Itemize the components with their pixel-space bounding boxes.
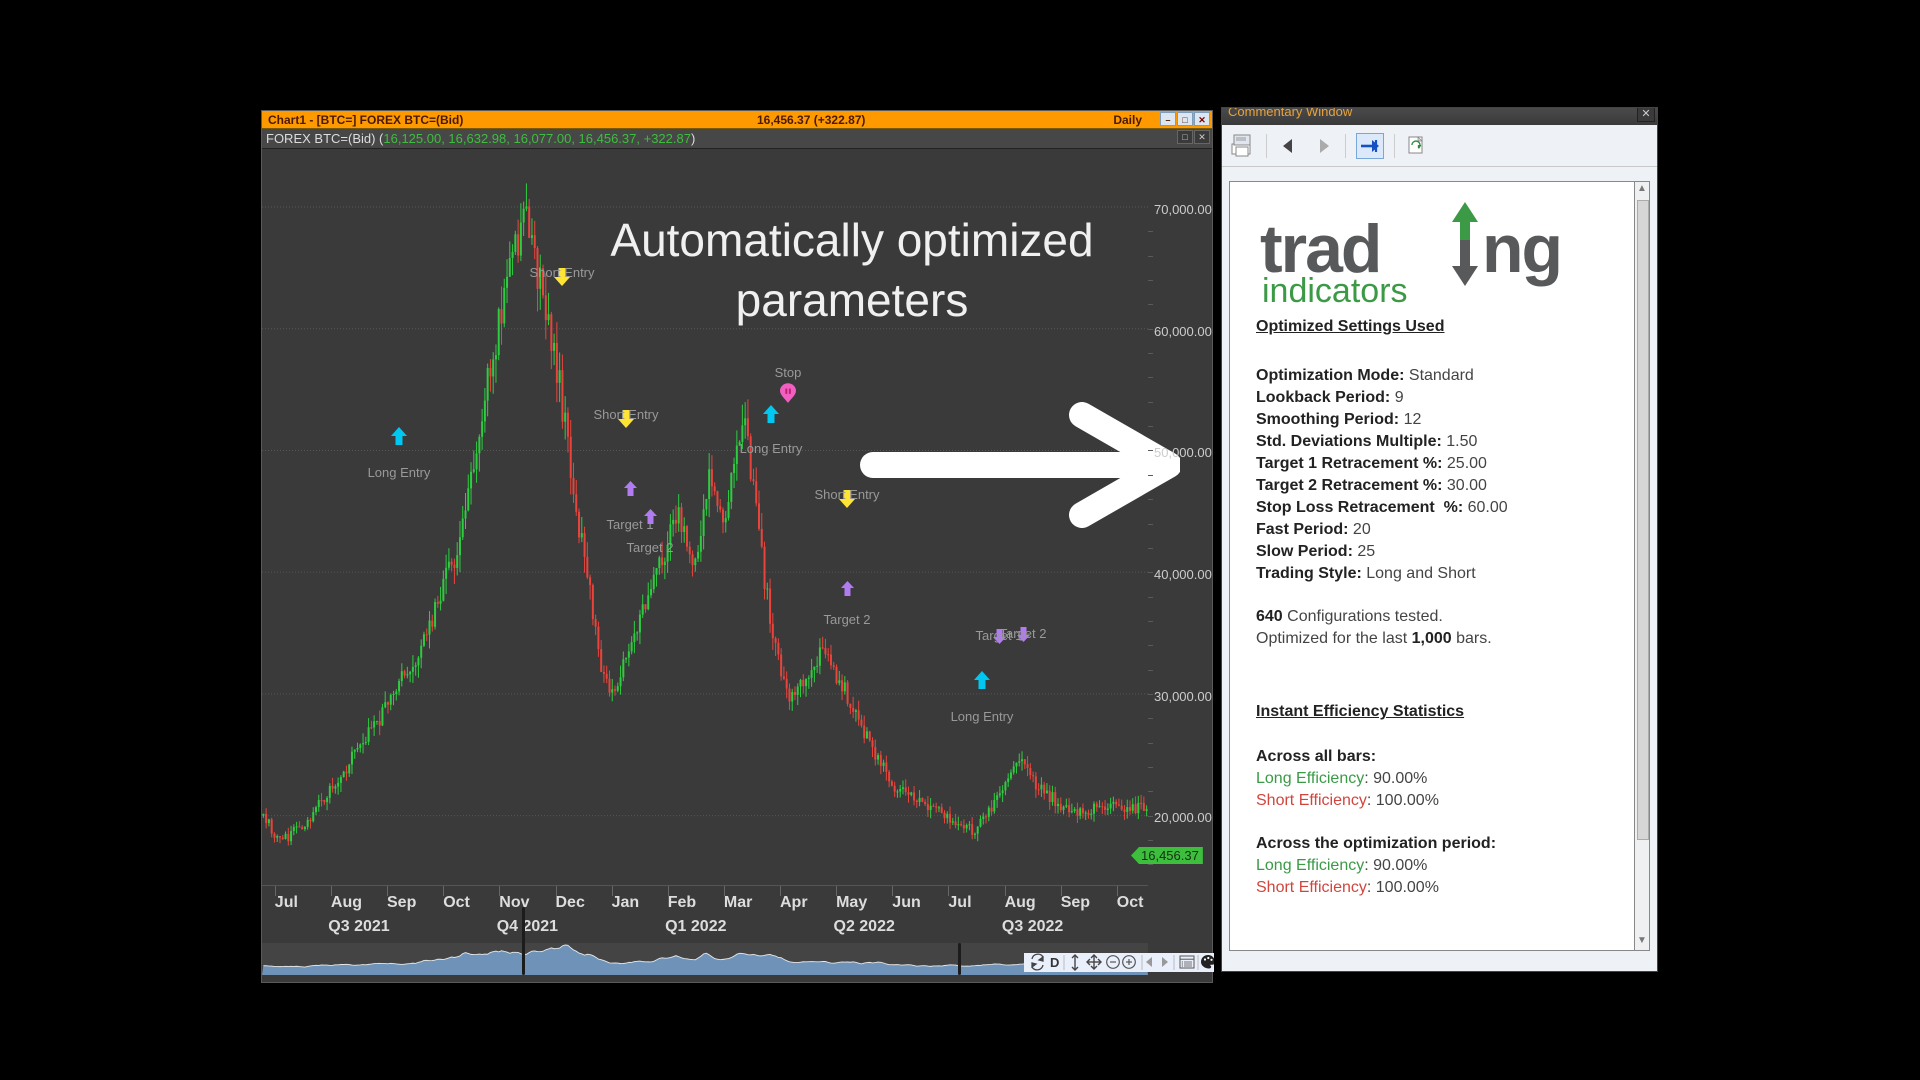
svg-text:D: D bbox=[1050, 955, 1059, 970]
